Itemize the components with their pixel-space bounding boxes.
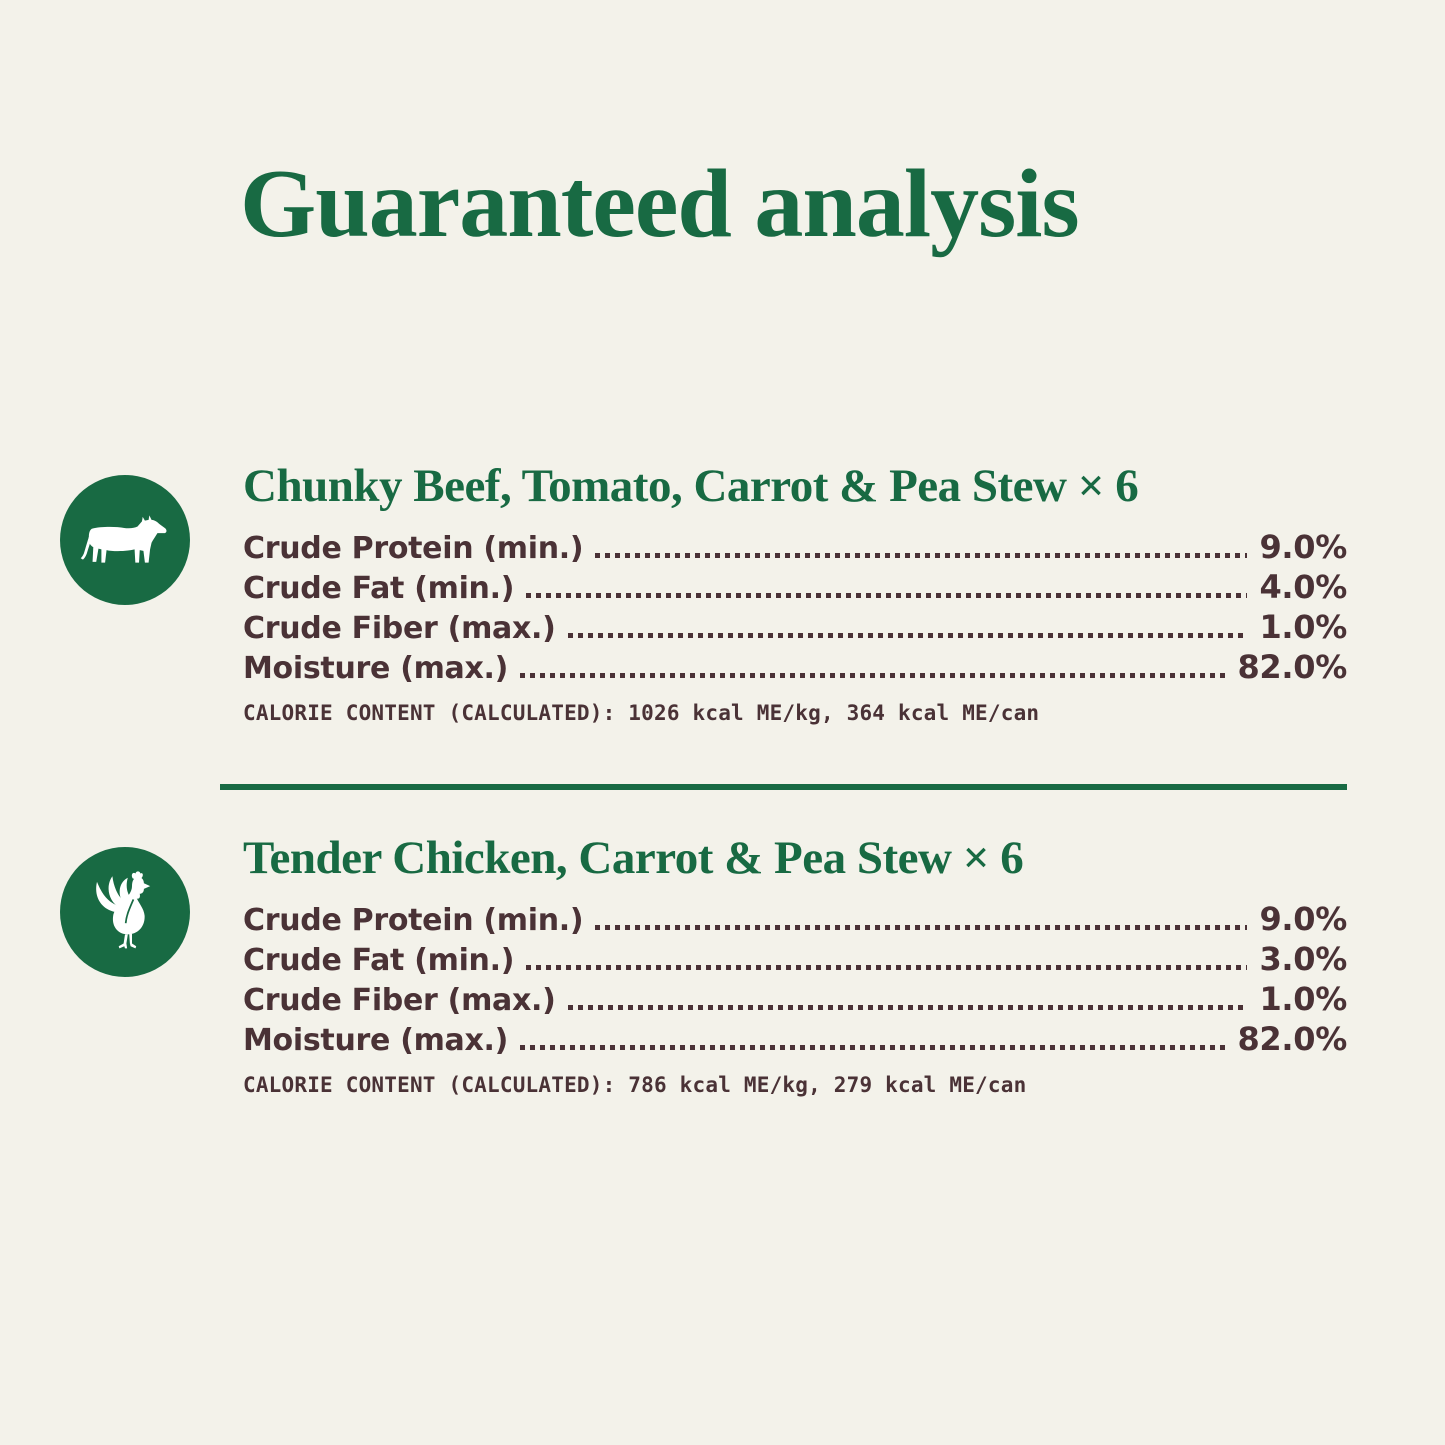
nutrient-value: 1.0% bbox=[1259, 608, 1347, 646]
section-divider bbox=[220, 784, 1347, 790]
nutrient-label: Moisture (max.) bbox=[243, 1023, 509, 1058]
nutrient-value: 82.0% bbox=[1237, 1020, 1347, 1058]
nutrient-value: 3.0% bbox=[1259, 940, 1347, 978]
nutrient-table: Crude Protein (min.) 9.0% Crude Fat (min… bbox=[243, 527, 1347, 687]
nutrient-value: 1.0% bbox=[1259, 980, 1347, 1018]
cow-icon bbox=[80, 514, 167, 563]
section-heading: Chunky Beef, Tomato, Carrot & Pea Stew ×… bbox=[243, 460, 1139, 512]
nutrient-label: Crude Protein (min.) bbox=[243, 531, 584, 566]
nutrient-row: Crude Fiber (max.) 1.0% bbox=[243, 979, 1347, 1019]
dot-leader bbox=[595, 925, 1248, 930]
nutrient-value: 4.0% bbox=[1259, 568, 1347, 606]
nutrient-row: Crude Protein (min.) 9.0% bbox=[243, 527, 1347, 567]
page-title: Guaranteed analysis bbox=[240, 150, 1080, 258]
nutrient-value: 9.0% bbox=[1259, 900, 1347, 938]
dot-leader bbox=[526, 965, 1248, 970]
nutrient-table: Crude Protein (min.) 9.0% Crude Fat (min… bbox=[243, 899, 1347, 1059]
nutrient-value: 9.0% bbox=[1259, 528, 1347, 566]
calorie-content-line: CALORIE CONTENT (CALCULATED): 1026 kcal … bbox=[243, 701, 1040, 725]
nutrient-label: Crude Fiber (max.) bbox=[243, 611, 556, 646]
beef-icon-badge bbox=[60, 475, 190, 605]
nutrient-label: Crude Fiber (max.) bbox=[243, 983, 556, 1018]
nutrient-row: Crude Fat (min.) 4.0% bbox=[243, 567, 1347, 607]
nutrient-label: Moisture (max.) bbox=[243, 651, 509, 686]
nutrient-label: Crude Protein (min.) bbox=[243, 903, 584, 938]
dot-leader bbox=[520, 673, 1226, 678]
nutrient-label: Crude Fat (min.) bbox=[243, 943, 515, 978]
rooster-icon bbox=[96, 871, 151, 949]
nutrient-row: Crude Protein (min.) 9.0% bbox=[243, 899, 1347, 939]
dot-leader bbox=[595, 553, 1248, 558]
calorie-content-line: CALORIE CONTENT (CALCULATED): 786 kcal M… bbox=[243, 1073, 1027, 1097]
chicken-icon-badge bbox=[60, 847, 190, 977]
section-heading: Tender Chicken, Carrot & Pea Stew × 6 bbox=[243, 832, 1024, 884]
dot-leader bbox=[520, 1045, 1226, 1050]
nutrient-row: Crude Fat (min.) 3.0% bbox=[243, 939, 1347, 979]
dot-leader bbox=[567, 1005, 1248, 1010]
dot-leader bbox=[526, 593, 1248, 598]
nutrient-row: Moisture (max.) 82.0% bbox=[243, 647, 1347, 687]
nutrient-row: Moisture (max.) 82.0% bbox=[243, 1019, 1347, 1059]
nutrient-value: 82.0% bbox=[1237, 648, 1347, 686]
nutrient-label: Crude Fat (min.) bbox=[243, 571, 515, 606]
nutrient-row: Crude Fiber (max.) 1.0% bbox=[243, 607, 1347, 647]
dot-leader bbox=[567, 633, 1248, 638]
